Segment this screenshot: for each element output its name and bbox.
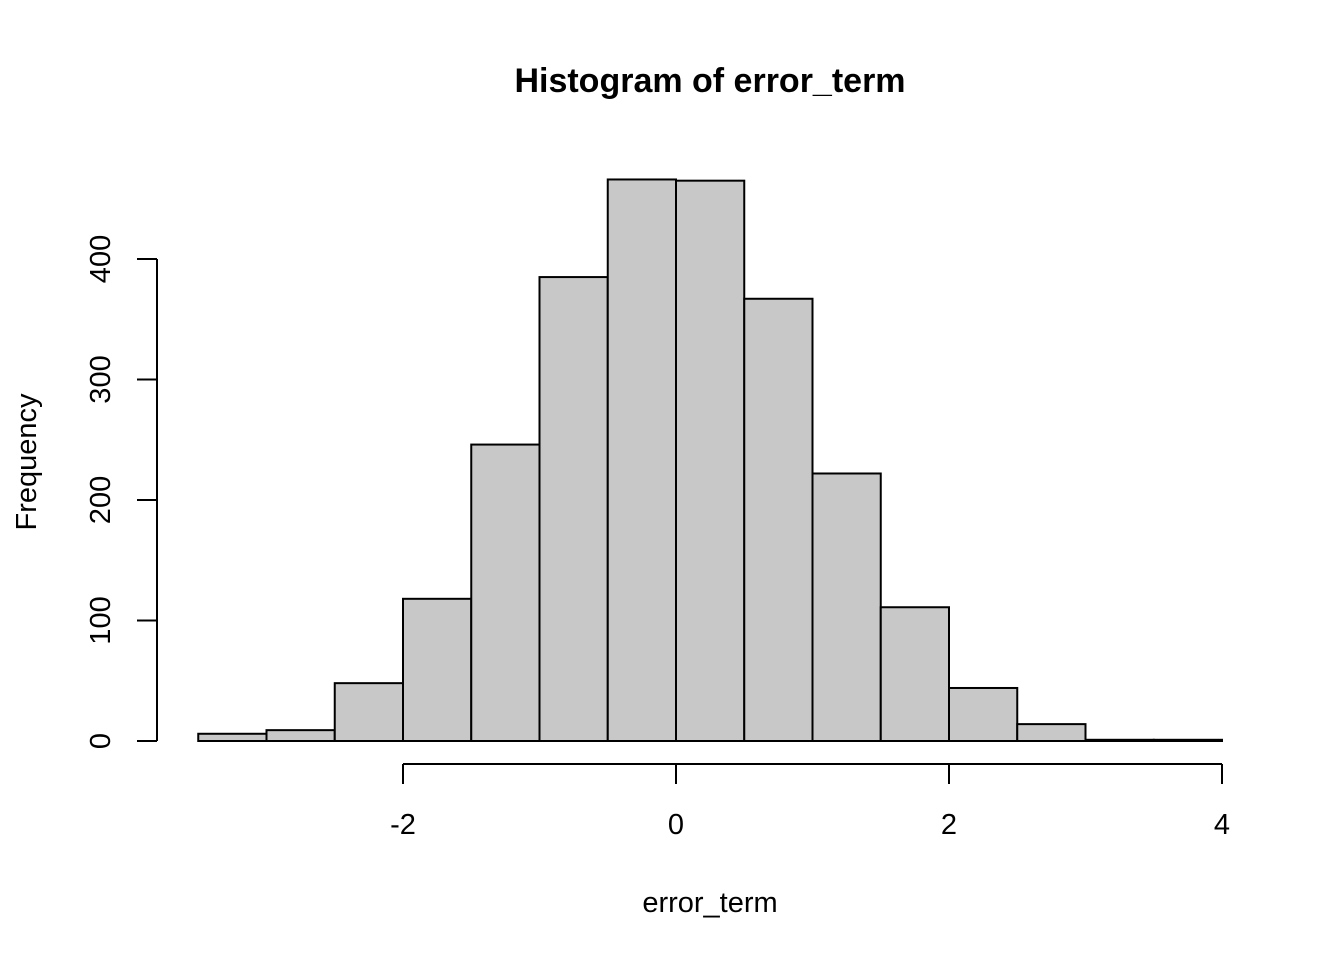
y-tick-label: 300 xyxy=(85,355,117,403)
histogram-bar xyxy=(265,729,336,743)
y-axis-label: Frequency xyxy=(11,393,43,531)
x-axis: -2 0 2 4 xyxy=(390,763,1230,841)
histogram-bar xyxy=(197,732,268,743)
histogram-bar xyxy=(606,178,677,743)
y-tick-label: 100 xyxy=(85,596,117,644)
x-tick-label: 2 xyxy=(941,809,957,841)
histogram-bar xyxy=(1084,738,1155,742)
histogram-bar xyxy=(879,606,950,742)
histogram-bar xyxy=(1016,723,1087,743)
y-axis: 0 100 200 300 400 xyxy=(85,235,158,749)
histogram-bar xyxy=(675,179,746,743)
histogram-bar xyxy=(811,472,882,742)
x-tick-label: 0 xyxy=(668,809,684,841)
histogram-bar xyxy=(1152,738,1223,742)
bars-group xyxy=(197,178,1223,743)
histogram-bar xyxy=(402,597,473,742)
x-tick-label: -2 xyxy=(390,809,416,841)
chart-title: Histogram of error_term xyxy=(514,62,905,100)
x-axis-label: error_term xyxy=(642,887,777,919)
y-tick-label: 0 xyxy=(85,733,117,749)
histogram-bar xyxy=(743,297,814,742)
y-tick-label: 400 xyxy=(85,235,117,283)
histogram-bar xyxy=(948,686,1019,742)
histogram-bar xyxy=(538,276,609,742)
histogram-bar xyxy=(470,443,541,742)
y-tick-label: 200 xyxy=(85,476,117,524)
x-tick-label: 4 xyxy=(1214,809,1230,841)
histogram-bar xyxy=(333,682,404,742)
